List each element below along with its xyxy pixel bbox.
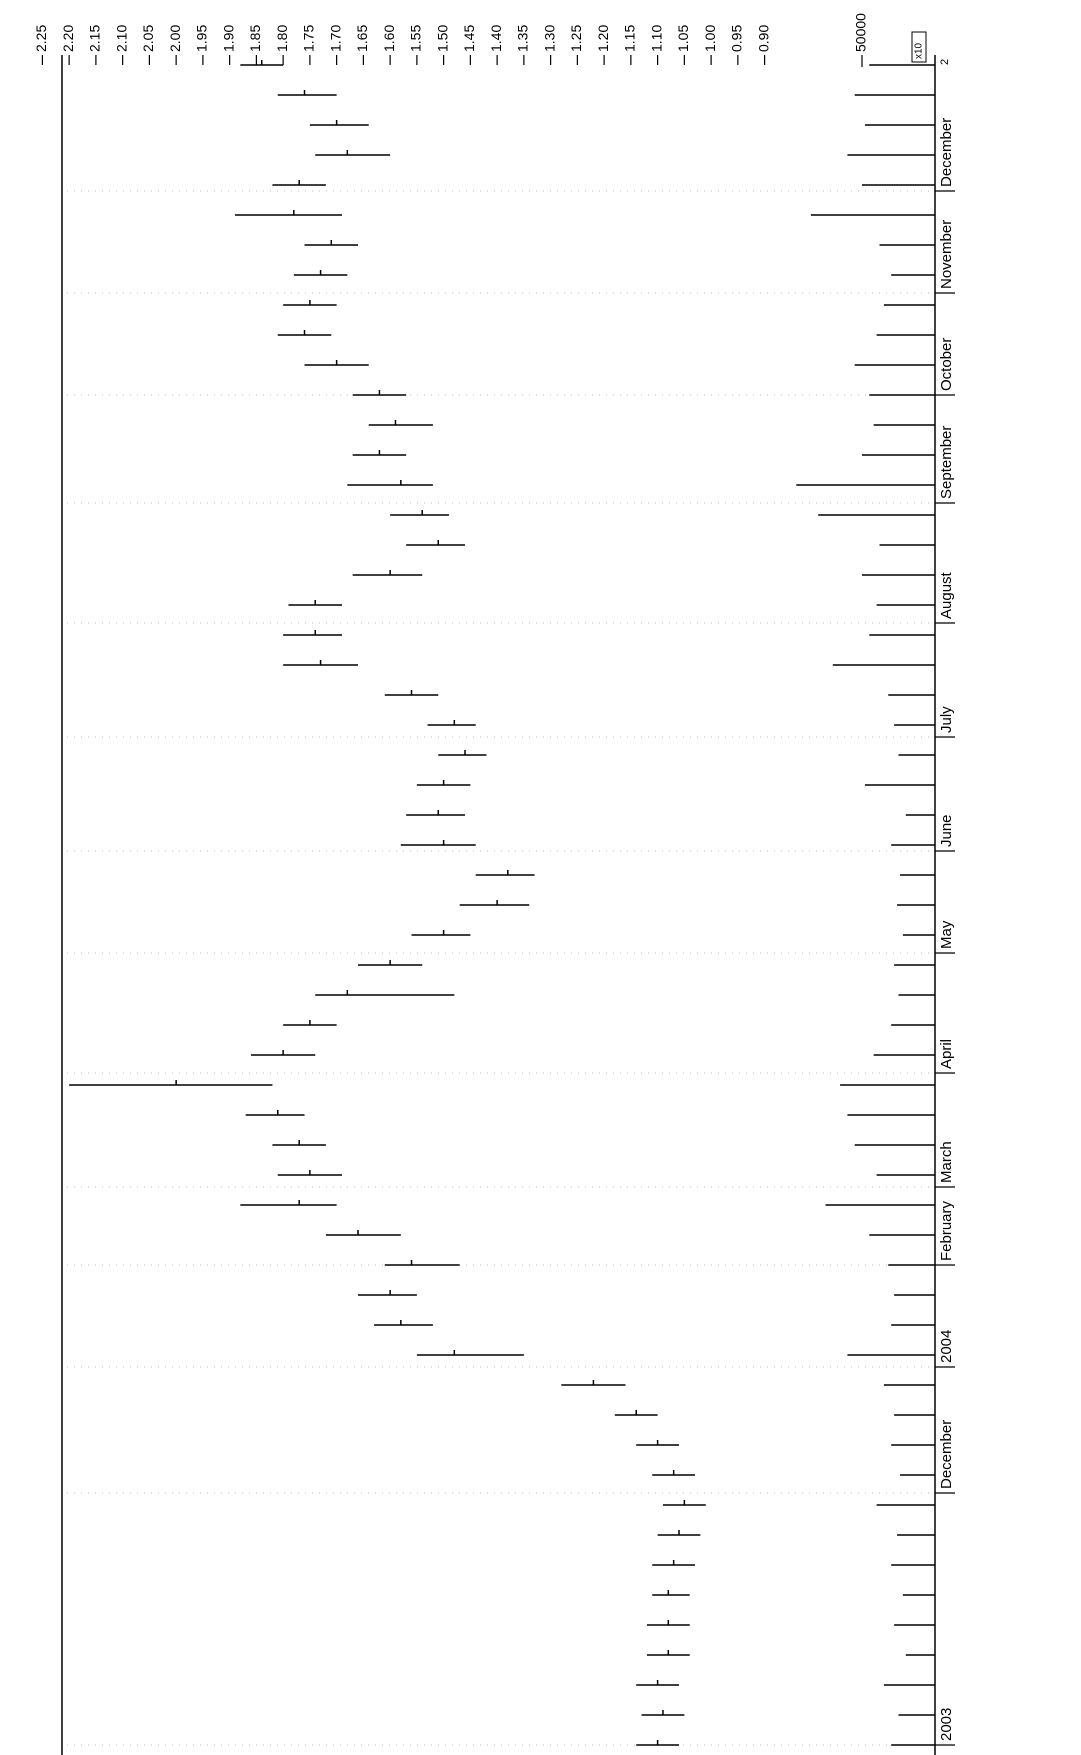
x-tick-label: July — [938, 706, 955, 733]
y-tick-label: 1.05 — [675, 25, 691, 52]
y-tick-label: 1.55 — [408, 25, 424, 52]
x-tick-label: August — [938, 571, 955, 619]
y-tick-label: 1.30 — [541, 25, 557, 52]
y-tick-label: 1.70 — [327, 25, 343, 52]
volume-multiplier: x10 — [914, 42, 925, 59]
y-tick-label: 0.90 — [755, 25, 771, 52]
y-tick-label: 1.95 — [194, 25, 210, 52]
y-tick-label: 2.00 — [167, 25, 183, 52]
y-tick-label: 1.45 — [461, 25, 477, 52]
volume-tick-label: 50000 — [853, 13, 869, 52]
y-tick-label: 2.25 — [33, 25, 49, 52]
x-tick-label: November — [938, 220, 955, 289]
y-tick-label: 2.10 — [113, 25, 129, 52]
y-tick-label: 0.95 — [729, 25, 745, 52]
x-tick-label: 2004 — [938, 1330, 955, 1363]
x-tick-label: February — [938, 1200, 955, 1261]
x-tick-label: October — [938, 338, 955, 391]
x-tick-label: May — [938, 920, 955, 949]
y-tick-label: 1.35 — [515, 25, 531, 52]
x-tick-label: December — [938, 1420, 955, 1489]
volume-exponent: 2 — [939, 59, 951, 65]
y-tick-label: 2.15 — [87, 25, 103, 52]
y-tick-label: 1.00 — [702, 25, 718, 52]
x-tick-label: June — [938, 814, 955, 847]
y-tick-label: 1.60 — [381, 25, 397, 52]
y-tick-label: 1.15 — [622, 25, 638, 52]
y-tick-label: 1.90 — [220, 25, 236, 52]
y-tick-label: 1.40 — [488, 25, 504, 52]
multiplier-box — [911, 31, 927, 63]
y-tick-label: 2.05 — [140, 25, 156, 52]
y-tick-label: 1.20 — [595, 25, 611, 52]
y-tick-label: 1.50 — [434, 25, 450, 52]
x-tick-label: 2003 — [938, 1708, 955, 1741]
x-tick-label: April — [938, 1039, 955, 1069]
y-tick-label: 1.85 — [247, 25, 263, 52]
y-tick-label: 2.20 — [60, 25, 76, 52]
y-tick-label: 1.25 — [568, 25, 584, 52]
x-tick-label: December — [938, 118, 955, 187]
y-tick-label: 1.65 — [354, 25, 370, 52]
y-tick-label: 1.75 — [301, 25, 317, 52]
x-tick-label: March — [938, 1141, 955, 1183]
rotated-plot: 0.90 0.95 1.00 1.05 1.10 1.15 1.20 1.25 1.30 1.35… — [33, 13, 955, 1755]
y-tick-label: 1.80 — [274, 25, 290, 52]
y-tick-label: 1.10 — [648, 25, 664, 52]
x-tick-label: September — [938, 426, 955, 499]
